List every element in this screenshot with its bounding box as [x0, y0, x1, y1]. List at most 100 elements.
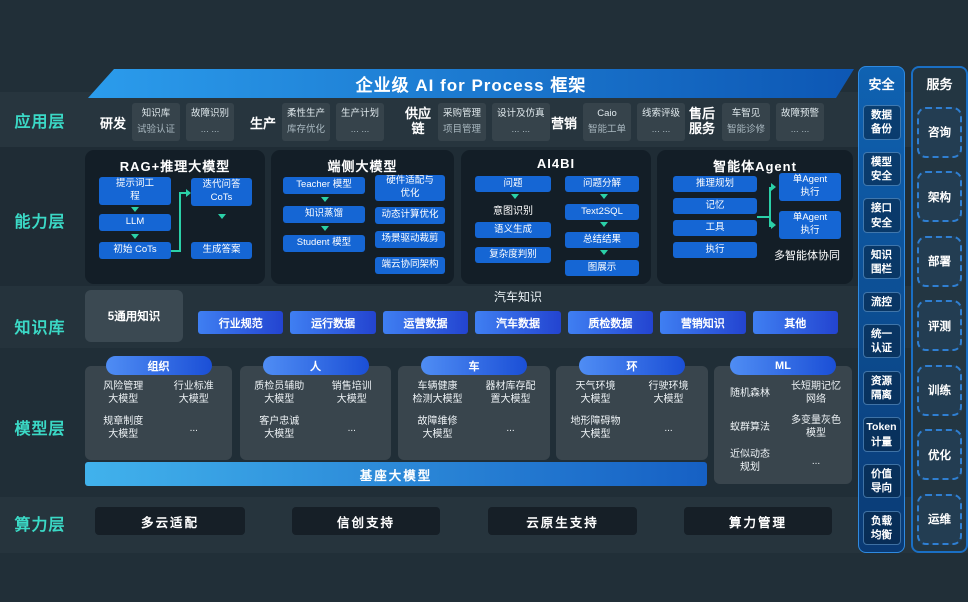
arrow-down-icon	[321, 226, 329, 231]
capability-box-ai4bi: AI4BI 问题 意图识别 语义生成 复杂度判别 问题分解 Text2SQL 总…	[461, 150, 651, 284]
rag-node-prompt: 提示词工 程	[99, 177, 171, 205]
model-cell: 销售培训 大模型	[331, 381, 372, 405]
rag-node-init-cots: 初始 CoTs	[99, 242, 171, 259]
app-item: 采购管理	[443, 107, 482, 119]
model-cell: 质检员辅助 大模型	[254, 381, 305, 405]
model-group-pill: 环	[579, 356, 685, 375]
service-item: 评测	[917, 300, 962, 352]
security-item: 数据 备份	[862, 105, 901, 140]
app-item: ... ...	[790, 124, 810, 135]
agent-node-single-2: 单Agent 执行	[779, 211, 841, 239]
model-cell: ...	[189, 422, 198, 434]
security-item: 统一 认证	[862, 324, 901, 359]
ai4bi-intent-label: 意图识别	[493, 206, 533, 217]
model-cell: ...	[506, 422, 515, 434]
app-item: 故障预警	[781, 107, 820, 119]
service-item: 咨询	[917, 106, 962, 158]
app-group-supply-chain: 供应链 采购管理 项目管理 设计及仿真 ... ...	[404, 99, 550, 145]
rag-node-iter-cots: 迭代问答 CoTs	[191, 178, 252, 206]
service-header: 服务	[926, 77, 953, 92]
security-column: 安全 数据 备份 模型 安全 接口 安全 知识 围栏 流控 统一 认证 资源 隔…	[858, 66, 905, 553]
layer-label-model: 模型层	[14, 421, 66, 438]
ai4bi-node-chart: 图展示	[565, 260, 639, 276]
app-item: 生产计划	[341, 107, 380, 119]
model-cell: 地形障碍物 大模型	[570, 416, 621, 440]
app-item: ... ...	[350, 124, 370, 135]
ai4bi-node-text2sql: Text2SQL	[565, 204, 639, 220]
connector-line	[179, 192, 181, 252]
model-cell: 客户忠诚 大模型	[259, 416, 300, 440]
app-item-box: 设计及仿真 ... ...	[492, 102, 550, 142]
model-cell: ...	[811, 455, 821, 467]
agent-node-execute: 执行	[673, 242, 757, 258]
service-item: 优化	[917, 429, 962, 481]
arrow-right-icon	[771, 221, 776, 229]
app-item: 柔性生产	[287, 107, 326, 119]
arrow-down-icon	[321, 197, 329, 202]
model-group-ml: ML 随机森林 长短期记忆 网络 蚁群算法 多变量灰色 模型 近似动态 规划 .…	[714, 356, 852, 484]
arrow-down-icon	[218, 214, 226, 219]
model-cell: 随机森林	[730, 387, 770, 399]
rag-node-llm: LLM	[99, 214, 171, 231]
arrow-down-icon	[131, 234, 139, 239]
capability-title: AI4BI	[536, 156, 576, 171]
edge-node-student: Student 模型	[283, 235, 365, 252]
app-domain-label: 售后服务	[688, 106, 715, 136]
knowledge-chip: 运行数据	[290, 311, 376, 334]
security-item: 知识 围栏	[862, 245, 901, 280]
model-group-vehicle: 车 车辆健康 检测大模型 器材库存配 置大模型 故障维修 大模型 ...	[398, 356, 550, 460]
capability-box-edge: 端侧大模型 Teacher 模型 知识蒸馏 Student 模型 硬件适配与 优…	[271, 150, 454, 284]
app-item: ... ...	[651, 124, 671, 135]
app-item-box: 采购管理 项目管理	[438, 102, 487, 142]
model-cell: 风险管理 大模型	[103, 381, 144, 405]
connector-line	[171, 250, 180, 252]
app-item: ... ...	[511, 124, 531, 135]
knowledge-chip: 汽车数据	[475, 311, 561, 334]
agent-node-tools: 工具	[673, 220, 757, 236]
capability-box-agent: 智能体Agent 推理规划 记忆 工具 执行 单Agent 执行 单Agent …	[657, 150, 853, 284]
ai4bi-node-question: 问题	[475, 176, 551, 192]
compute-item-xinchuang: 信创支持	[292, 507, 440, 535]
agent-node-memory: 记忆	[673, 198, 757, 214]
security-item: 负载 均衡	[862, 510, 901, 545]
app-item-box: Caio 智能工单	[583, 102, 632, 142]
app-item-box: 线索评级 ... ...	[637, 102, 686, 142]
base-model-bar: 基座大模型	[85, 462, 707, 486]
app-item-box: 故障识别 ... ...	[186, 102, 235, 142]
service-item: 架构	[917, 171, 962, 223]
app-item: 线索评级	[642, 107, 681, 119]
service-item: 运维	[917, 493, 962, 545]
edge-node-teacher: Teacher 模型	[283, 177, 365, 194]
app-group-marketing: 营销 Caio 智能工单 线索评级 ... ...	[551, 99, 686, 145]
model-group-organization: 组织 风险管理 大模型 行业标准 大模型 规章制度 大模型 ...	[85, 356, 232, 460]
model-cell: 故障维修 大模型	[417, 416, 458, 440]
model-cell: 多变量灰色 模型	[791, 415, 841, 439]
arrow-right-icon	[771, 183, 776, 191]
arrow-down-icon	[511, 194, 519, 199]
app-item-box: 生产计划 ... ...	[336, 102, 385, 142]
knowledge-items-row: 行业规范 运行数据 运营数据 汽车数据 质检数据 营销知识 其他	[198, 311, 838, 334]
model-group-pill: 车	[421, 356, 527, 375]
app-item-box: 故障预警 ... ...	[776, 102, 825, 142]
model-cell: 蚁群算法	[730, 421, 770, 433]
model-cell: 天气环境 大模型	[575, 381, 616, 405]
compute-item-management: 算力管理	[684, 507, 832, 535]
app-item: 试验认证	[137, 124, 176, 135]
app-item-box: 柔性生产 库存优化	[282, 102, 331, 142]
knowledge-chip: 质检数据	[567, 311, 654, 334]
capability-title: RAG+推理大模型	[119, 159, 231, 174]
security-header: 安全	[868, 77, 895, 92]
edge-node-distill: 知识蒸馏	[283, 206, 365, 223]
app-item: ... ...	[200, 124, 220, 135]
arrow-down-icon	[600, 194, 608, 199]
model-cell: 近似动态 规划	[730, 449, 770, 473]
app-item: 车智见	[731, 107, 761, 119]
security-item: 流控	[862, 291, 901, 312]
connector-line	[757, 216, 769, 218]
ai4bi-node-summary: 总结结果	[565, 232, 639, 248]
capability-title: 端侧大模型	[327, 159, 398, 174]
edge-node-scene: 场景驱动裁剪	[375, 231, 445, 248]
layer-label-compute: 算力层	[14, 517, 66, 534]
ai4bi-node-complexity: 复杂度判别	[475, 247, 551, 263]
